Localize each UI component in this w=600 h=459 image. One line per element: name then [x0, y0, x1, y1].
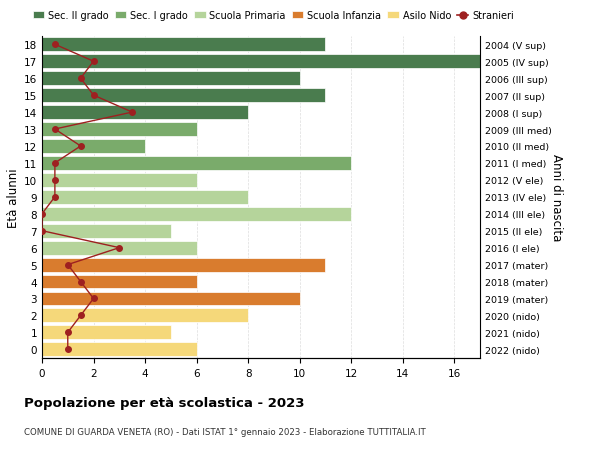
Bar — [42, 174, 197, 187]
Bar — [42, 342, 197, 357]
Bar — [42, 72, 299, 86]
Bar — [42, 157, 351, 170]
Bar — [42, 224, 171, 238]
Y-axis label: Anni di nascita: Anni di nascita — [550, 154, 563, 241]
Bar — [42, 140, 145, 154]
Bar — [42, 38, 325, 52]
Text: Popolazione per età scolastica - 2023: Popolazione per età scolastica - 2023 — [24, 396, 305, 409]
Bar — [42, 275, 197, 289]
Text: COMUNE DI GUARDA VENETA (RO) - Dati ISTAT 1° gennaio 2023 - Elaborazione TUTTITA: COMUNE DI GUARDA VENETA (RO) - Dati ISTA… — [24, 427, 426, 436]
Bar — [42, 207, 351, 221]
Bar — [42, 258, 325, 272]
Legend: Sec. II grado, Sec. I grado, Scuola Primaria, Scuola Infanzia, Asilo Nido, Stran: Sec. II grado, Sec. I grado, Scuola Prim… — [29, 7, 518, 25]
Bar — [42, 326, 171, 340]
Bar — [42, 190, 248, 204]
Bar — [42, 55, 480, 69]
Y-axis label: Età alunni: Età alunni — [7, 168, 20, 227]
Bar — [42, 106, 248, 120]
Bar — [42, 309, 248, 323]
Bar — [42, 241, 197, 255]
Bar — [42, 89, 325, 103]
Bar — [42, 292, 299, 306]
Bar — [42, 123, 197, 137]
